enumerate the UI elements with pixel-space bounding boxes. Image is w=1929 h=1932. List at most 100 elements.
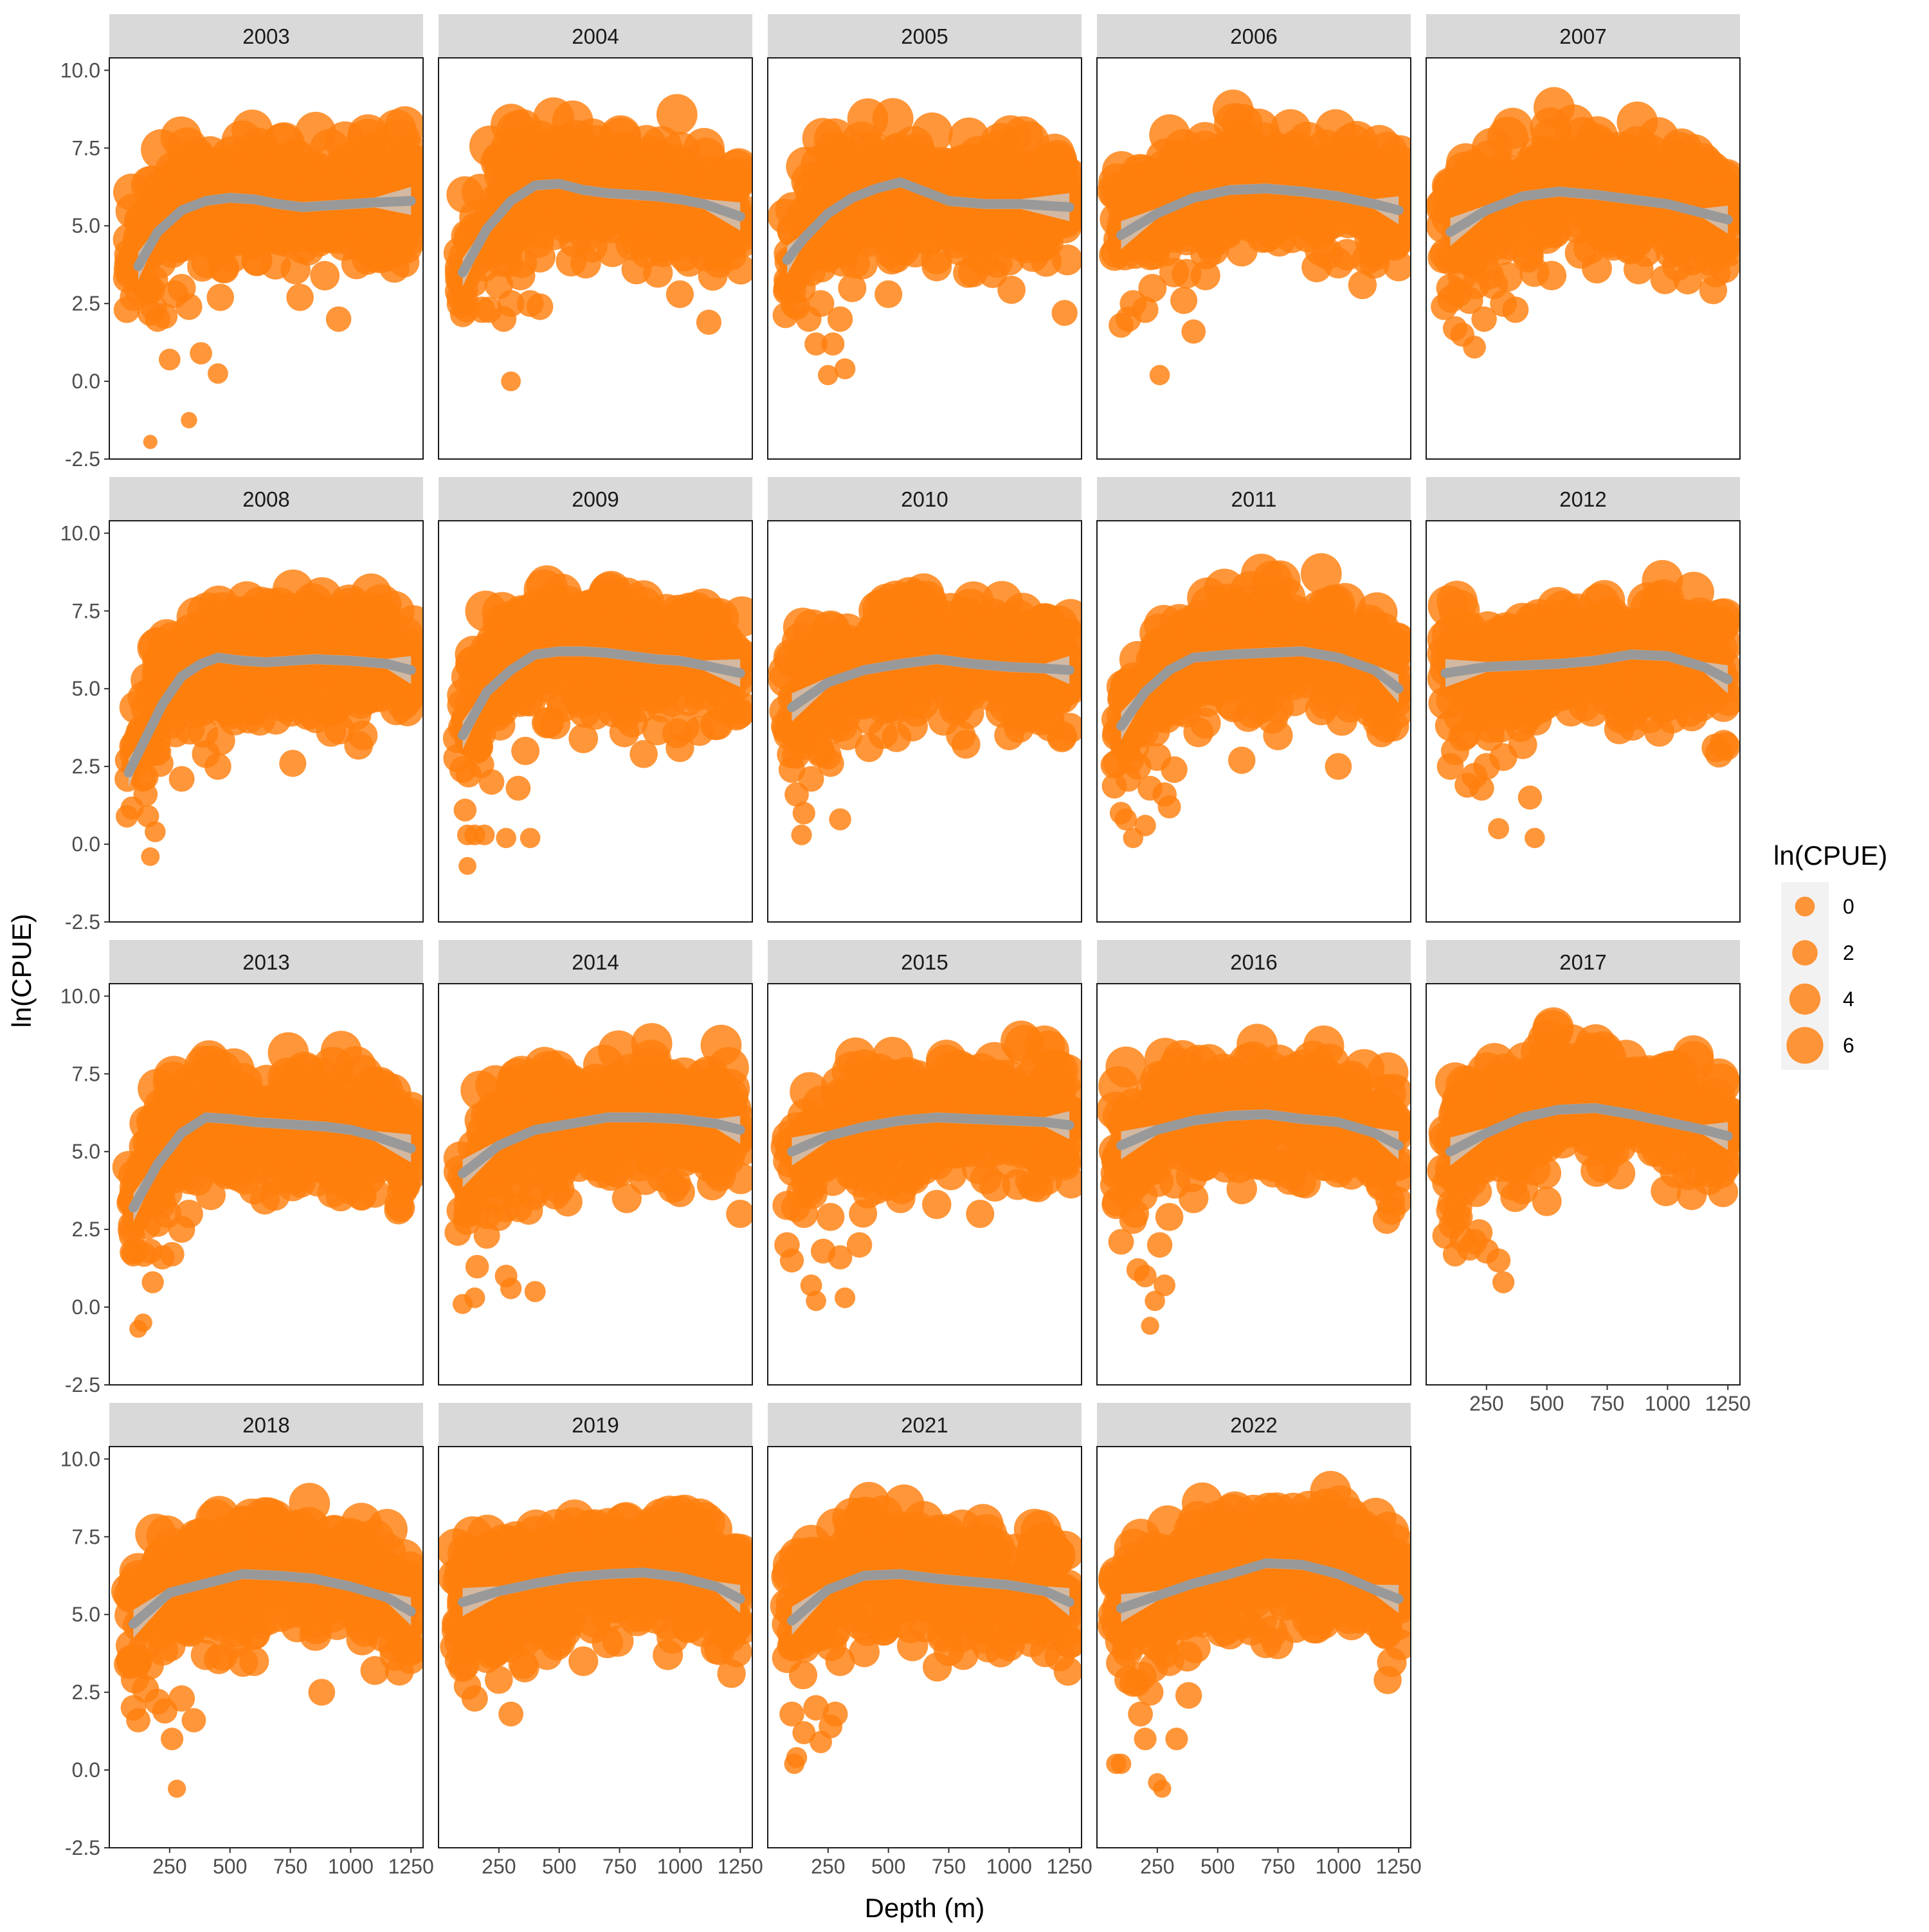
- y-tick-label: 7.5: [72, 1062, 100, 1085]
- data-point: [1518, 786, 1542, 809]
- data-point: [458, 857, 476, 875]
- strip-label: 2009: [572, 487, 619, 511]
- data-point: [1626, 669, 1660, 703]
- data-point: [1159, 258, 1189, 287]
- data-point: [208, 363, 228, 384]
- data-point: [502, 145, 541, 185]
- data-point: [190, 342, 212, 365]
- data-point: [219, 704, 250, 735]
- data-point: [1349, 604, 1389, 644]
- data-point: [1183, 718, 1213, 748]
- data-point: [116, 805, 138, 827]
- data-point: [696, 310, 721, 335]
- data-point: [1651, 265, 1680, 294]
- y-tick-label: 5.0: [72, 677, 100, 700]
- strip-label: 2010: [901, 487, 948, 511]
- panel-2011: 2011: [1097, 477, 1418, 922]
- data-point: [835, 358, 856, 379]
- data-point: [1170, 685, 1202, 718]
- data-point: [1001, 1020, 1042, 1061]
- data-point: [790, 1200, 818, 1228]
- data-point: [297, 594, 338, 635]
- data-point: [811, 612, 851, 651]
- data-point: [1525, 828, 1545, 849]
- data-point: [464, 1288, 485, 1308]
- data-point: [195, 1180, 226, 1211]
- data-point: [1584, 580, 1626, 621]
- data-point: [453, 1200, 482, 1228]
- data-point: [1119, 641, 1156, 678]
- data-point: [141, 847, 159, 866]
- data-point: [181, 412, 197, 428]
- data-point: [1701, 258, 1730, 287]
- data-point: [231, 1142, 264, 1175]
- data-point: [1262, 691, 1294, 723]
- data-point: [847, 1232, 873, 1258]
- data-point: [506, 776, 531, 801]
- data-point: [321, 207, 355, 241]
- data-point: [185, 1046, 226, 1087]
- data-point: [520, 828, 541, 849]
- data-point: [828, 307, 853, 332]
- panel-2014: 2014: [439, 940, 760, 1385]
- data-point: [465, 591, 506, 632]
- y-tick-label: 7.5: [72, 599, 100, 622]
- data-point: [1384, 251, 1414, 282]
- data-point: [876, 244, 907, 275]
- data-point: [262, 222, 295, 255]
- data-point: [780, 1249, 804, 1272]
- data-point: [532, 707, 563, 738]
- data-point: [394, 1160, 425, 1191]
- data-point: [204, 753, 231, 780]
- data-point: [1537, 261, 1566, 291]
- data-point: [772, 714, 802, 745]
- data-point: [348, 721, 377, 750]
- data-point: [1624, 255, 1654, 285]
- data-point: [525, 1281, 546, 1302]
- data-point: [666, 734, 694, 762]
- data-point: [1228, 746, 1256, 774]
- data-point: [862, 1079, 900, 1117]
- data-point: [131, 167, 169, 204]
- data-point: [1512, 242, 1543, 273]
- data-point: [622, 255, 652, 285]
- strip-label: 2007: [1559, 24, 1606, 48]
- panel-2015: 2015: [768, 940, 1091, 1385]
- data-point: [839, 248, 870, 279]
- data-point: [793, 802, 815, 824]
- data-point: [792, 825, 812, 845]
- data-point: [966, 1200, 994, 1228]
- y-tick-label: 5.0: [72, 1140, 100, 1163]
- data-point: [154, 1075, 193, 1114]
- data-point: [1701, 734, 1730, 762]
- data-point: [1150, 365, 1170, 386]
- data-point: [286, 284, 314, 311]
- y-tick-label: 0.0: [72, 833, 100, 856]
- data-point: [206, 284, 234, 311]
- data-point: [176, 293, 202, 320]
- strip-label: 2004: [572, 24, 619, 48]
- data-point: [973, 618, 1011, 656]
- data-point: [921, 251, 952, 282]
- data-point: [479, 770, 505, 795]
- data-point: [277, 1170, 308, 1201]
- strip-label: 2003: [242, 24, 289, 48]
- data-point: [500, 1277, 521, 1299]
- data-point: [309, 129, 350, 170]
- data-point: [874, 280, 902, 308]
- data-point: [335, 1167, 366, 1198]
- data-point: [949, 143, 989, 183]
- data-point: [897, 711, 928, 742]
- data-point: [160, 1242, 185, 1267]
- data-point: [275, 138, 314, 178]
- data-point: [385, 1190, 413, 1219]
- data-point: [159, 348, 181, 370]
- data-point: [1488, 818, 1509, 839]
- data-point: [486, 694, 518, 727]
- data-point: [817, 1203, 845, 1231]
- data-point: [817, 750, 844, 777]
- data-point: [167, 127, 208, 168]
- data-point: [474, 825, 494, 845]
- data-point: [855, 734, 883, 762]
- panel-2013: 2013-2.50.02.55.07.510.0: [60, 940, 430, 1396]
